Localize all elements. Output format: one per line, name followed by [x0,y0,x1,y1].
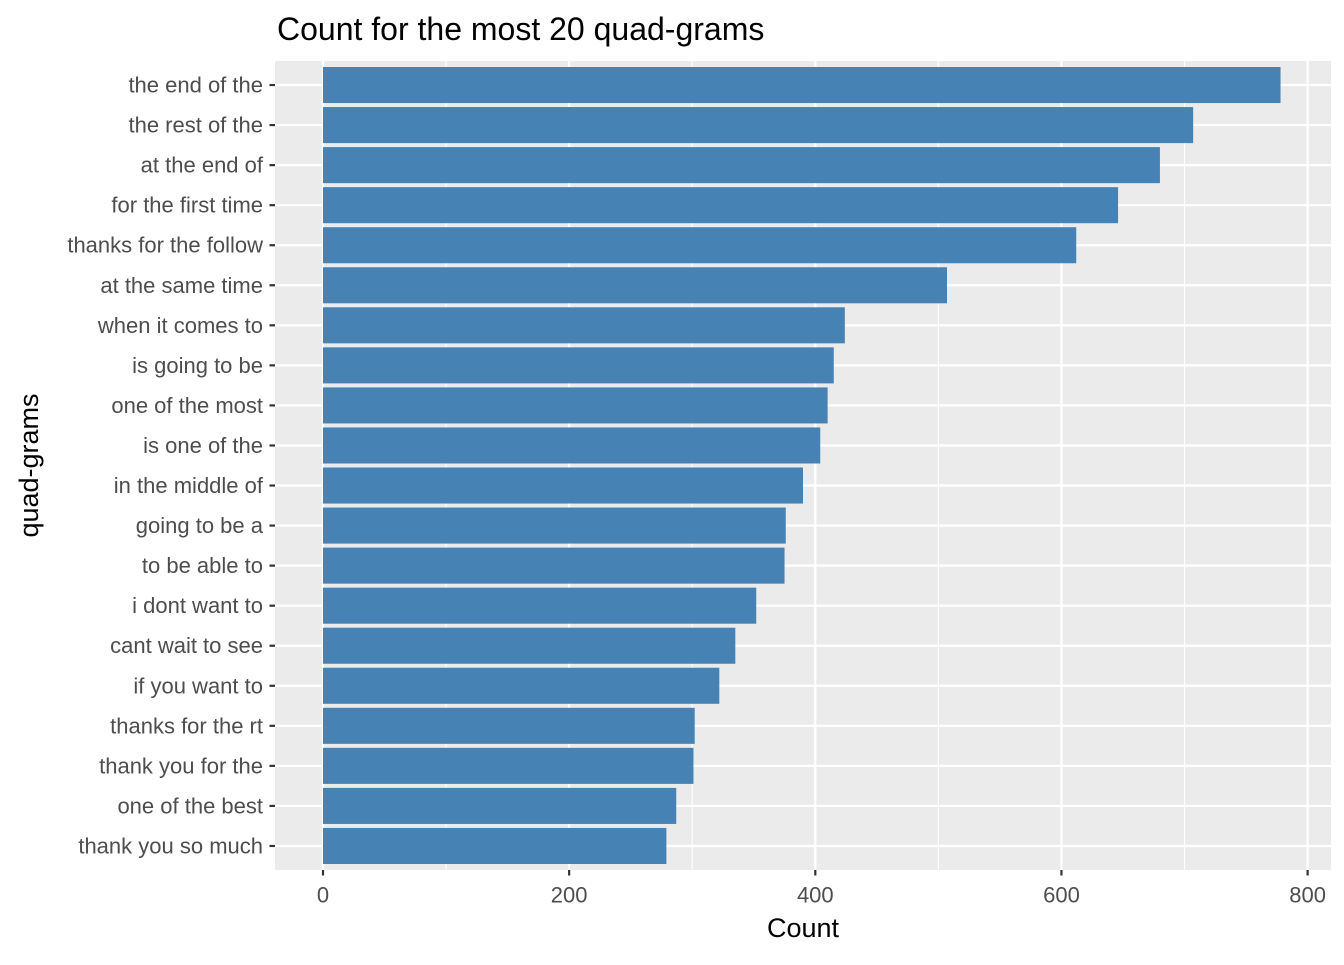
bar [323,267,947,304]
bar [323,227,1077,264]
x-tick-label: 600 [1043,883,1080,908]
bar [323,347,834,384]
bar [323,187,1119,224]
bar [323,387,828,424]
y-tick-label: thank you so much [78,833,263,858]
y-tick-label: when it comes to [97,313,263,338]
y-tick-label: i dont want to [132,593,263,618]
bar [323,427,821,464]
bar [323,467,803,504]
y-tick-label: if you want to [133,673,263,698]
bar [323,507,786,544]
y-tick-label: at the end of [141,153,264,178]
y-tick-label: thanks for the rt [110,713,263,738]
bars-group [323,67,1281,864]
y-tick-label: to be able to [142,553,263,578]
y-tick-label: the end of the [128,73,263,98]
y-tick-label: is one of the [143,433,263,458]
bar [323,107,1194,144]
x-axis: 0 200 400 600 800 [317,870,1326,908]
bar [323,787,677,824]
y-axis: the end of the the rest of the at the end … [67,73,275,858]
x-tick-label: 800 [1289,883,1326,908]
y-tick-label: in the middle of [114,473,264,498]
y-tick-label: cant wait to see [110,633,263,658]
x-tick-label: 200 [551,883,588,908]
x-tick-label: 0 [317,883,329,908]
bar [323,547,785,584]
bar [323,667,720,704]
bar [323,707,695,744]
y-tick-label: going to be a [136,513,264,538]
chart-title: Count for the most 20 quad-grams [277,11,764,47]
y-axis-title: quad-grams [14,393,44,537]
y-tick-label: at the same time [100,273,263,298]
bar [323,827,667,864]
bar [323,147,1160,184]
y-tick-label: one of the best [117,793,263,818]
y-tick-label: for the first time [111,193,263,218]
y-tick-label: the rest of the [128,113,263,138]
bar [323,67,1281,104]
y-tick-label: one of the most [111,393,263,418]
bar [323,627,736,664]
x-axis-title: Count [767,913,840,943]
bar [323,747,694,784]
x-tick-label: 400 [797,883,834,908]
y-tick-label: thanks for the follow [67,233,263,258]
y-tick-label: is going to be [132,353,263,378]
y-tick-label: thank you for the [99,753,263,778]
bar [323,307,845,344]
bar [323,587,757,624]
